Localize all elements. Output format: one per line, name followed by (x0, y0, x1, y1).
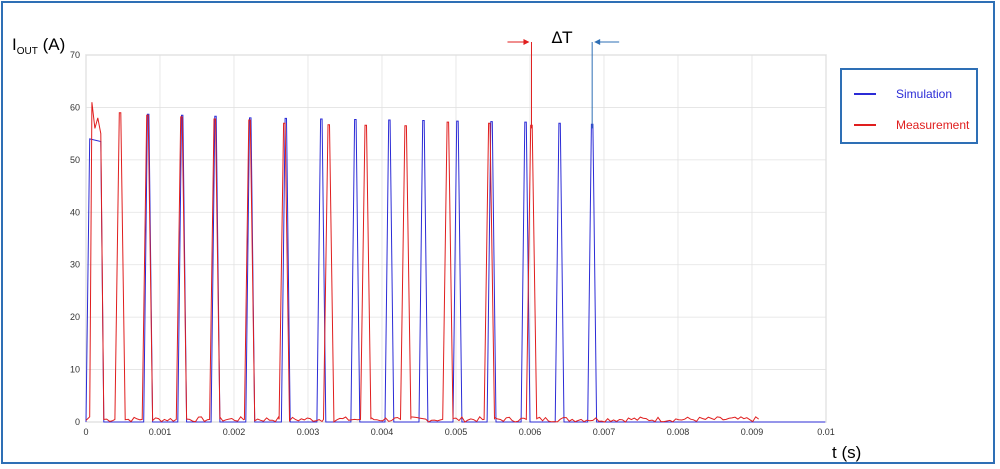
x-tick-label: 0.003 (297, 427, 320, 437)
y-tick-label: 0 (75, 417, 80, 427)
y-tick-label: 70 (70, 50, 80, 60)
y-tick-label: 20 (70, 312, 80, 322)
x-tick-label: 0.009 (741, 427, 764, 437)
y-tick-label: 30 (70, 260, 80, 270)
x-tick-label: 0.01 (817, 427, 835, 437)
delta-t-annotation: ΔT (507, 28, 620, 129)
y-axis-label: IOUT (A) (12, 35, 65, 57)
y-tick-labels: 0 10 20 30 40 50 60 70 (70, 50, 80, 427)
x-tick-label: 0.008 (667, 427, 690, 437)
y-tick-label: 40 (70, 207, 80, 217)
x-tick-label: 0 (83, 427, 88, 437)
x-axis-label: t (s) (832, 443, 861, 462)
delta-t-label: ΔT (551, 28, 572, 47)
simulation-line (85, 113, 826, 423)
measurement-line (85, 102, 759, 423)
legend-item-measurement: Measurement (854, 118, 969, 132)
x-tick-label: 0.002 (223, 427, 246, 437)
x-tick-label: 0.007 (593, 427, 616, 437)
y-tick-label: 50 (70, 155, 80, 165)
x-tick-label: 0.004 (371, 427, 394, 437)
legend: Simulation Measurement (840, 68, 978, 144)
grid (85, 54, 827, 423)
legend-label-simulation: Simulation (896, 87, 953, 101)
legend-label-measurement: Measurement (896, 118, 970, 132)
x-tick-labels: 0 0.001 0.002 0.003 0.004 0.005 0.006 0.007 0.00… (83, 427, 834, 437)
legend-item-simulation: Simulation (854, 87, 952, 101)
series-simulation (85, 113, 826, 423)
y-tick-label: 10 (70, 365, 80, 375)
x-tick-label: 0.006 (519, 427, 542, 437)
x-tick-label: 0.005 (445, 427, 468, 437)
y-tick-label: 60 (70, 102, 80, 112)
measurement-arrowhead (523, 39, 530, 45)
x-tick-label: 0.001 (149, 427, 172, 437)
legend-swatch-measurement (854, 124, 876, 126)
series-measurement (85, 102, 759, 423)
legend-swatch-simulation (854, 93, 876, 95)
simulation-arrowhead (594, 39, 601, 45)
